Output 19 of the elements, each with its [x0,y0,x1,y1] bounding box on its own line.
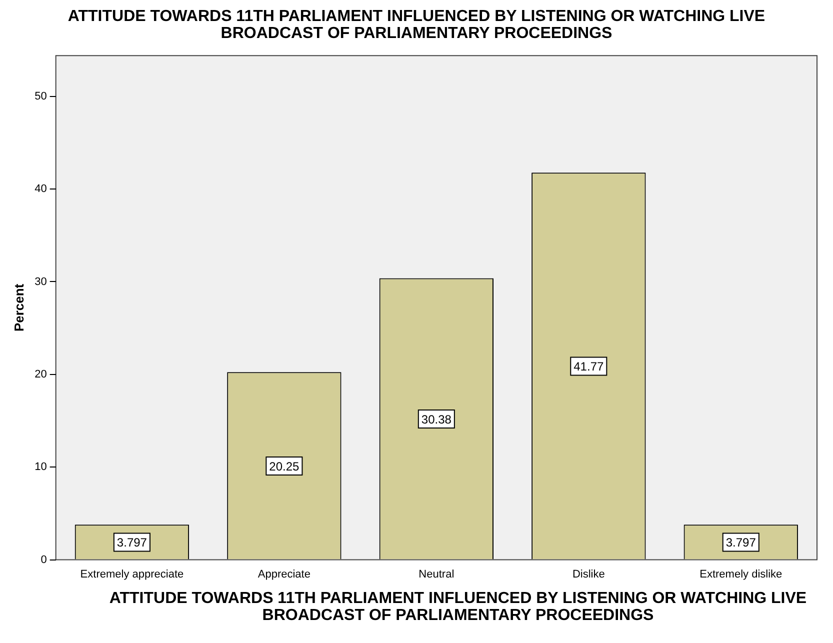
y-axis-title: Percent [11,283,26,332]
x-tick-label: Neutral [418,568,454,580]
y-tick-label: 30 [34,276,47,288]
x-tick-label: Dislike [572,568,605,580]
data-label: 3.797 [116,536,148,550]
y-tick-label: 20 [34,368,47,380]
data-label: 41.77 [574,360,604,374]
y-tick-label: 10 [34,461,47,474]
data-label: 3.797 [726,536,756,550]
x-axis-title: ATTITUDE TOWARDS 11TH PARLIAMENT INFLUENCED BY LISTENING OR WATCHING LIVE BROADCAST OF PARLIAMENTARY PROCEEDINGS [108,590,808,624]
y-tick-label: 0 [40,554,47,566]
chart-title: ATTITUDE TOWARDS 11TH PARLIAMENT INFLUENCED BY LISTENING OR WATCHING LIVE BROADCAST OF PARLIAMENTARY PROCEEDINGS [66,8,766,42]
data-label: 20.25 [269,459,300,474]
y-tick-label: 50 [34,90,47,102]
y-tick-label: 40 [34,183,47,196]
x-tick-label: Appreciate [258,568,310,580]
x-tick-label: Extremely appreciate [80,568,184,580]
x-tick-label: Extremely dislike [700,568,782,580]
data-label: 30.38 [421,412,452,426]
